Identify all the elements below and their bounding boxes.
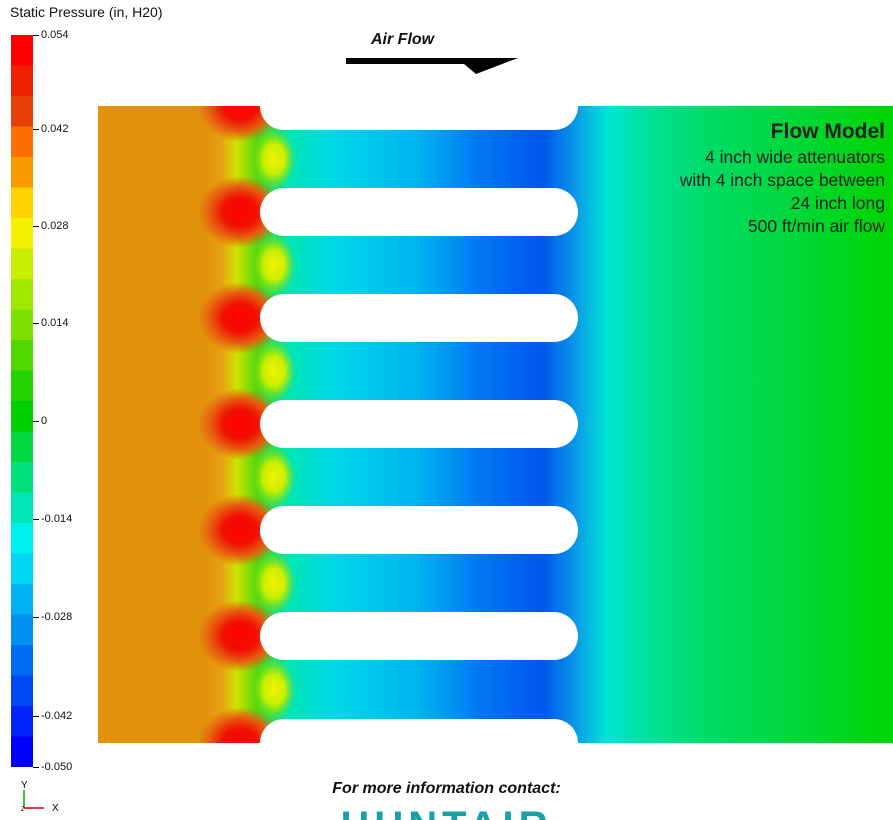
- info-title: Flow Model: [770, 120, 885, 143]
- company-name: HUNTAIR: [0, 806, 893, 820]
- colorbar-tick: [33, 617, 39, 618]
- colorbar-tick: [33, 716, 39, 717]
- colorbar-swatch: [11, 706, 33, 738]
- info-line: with 4 inch space between: [679, 170, 885, 190]
- attenuator-baffle: [260, 612, 578, 660]
- colorbar-swatch: [11, 645, 33, 677]
- colorbar-tick: [33, 323, 39, 324]
- colorbar-swatch: [11, 462, 33, 494]
- colorbar-swatch: [11, 218, 33, 250]
- info-line: 24 inch long: [790, 193, 885, 213]
- stagnation-zone: [198, 707, 282, 743]
- airflow-label: Air Flow: [371, 31, 435, 48]
- acceleration-zone: [252, 447, 296, 507]
- colorbar-swatch: [11, 584, 33, 616]
- stagnation-zone: [198, 494, 282, 566]
- colorbar-tick-label: -0.014: [41, 513, 73, 525]
- colorbar-swatch: [11, 675, 33, 707]
- attenuator-baffle: [260, 188, 578, 236]
- colorbar-swatch: [11, 96, 33, 128]
- legend-title: Static Pressure (in, H20): [10, 4, 163, 20]
- colorbar-tick-label: 0.028: [41, 220, 69, 232]
- y-axis-label: Y: [21, 780, 28, 791]
- flow-contour-plot: [98, 106, 893, 743]
- colorbar-swatch: [11, 523, 33, 555]
- attenuator-baffle: [260, 106, 578, 130]
- stagnation-zone: [198, 106, 282, 142]
- colorbar-tick: [33, 226, 39, 227]
- colorbar-swatch: [11, 492, 33, 524]
- colorbar-swatch: [11, 553, 33, 585]
- colorbar-tick-label: 0.042: [41, 123, 69, 135]
- colorbar-swatch: [11, 431, 33, 463]
- colorbar-swatch: [11, 279, 33, 311]
- airflow-arrow-icon: [346, 58, 518, 74]
- colorbar-tick-label: 0.054: [41, 29, 69, 41]
- attenuator-baffle: [260, 719, 578, 743]
- acceleration-zone: [252, 129, 296, 189]
- pressure-colorbar: [11, 35, 33, 767]
- x-axis-label: X: [52, 803, 59, 814]
- colorbar-tick: [33, 35, 39, 36]
- colorbar-tick: [33, 129, 39, 130]
- stagnation-zone: [198, 600, 282, 672]
- stagnation-zone: [198, 388, 282, 460]
- z-axis-label: Z: [21, 807, 25, 813]
- stagnation-zone: [198, 282, 282, 354]
- attenuator-baffle: [260, 294, 578, 342]
- colorbar-tick: [33, 519, 39, 520]
- flow-model-info: Flow Model 4 inch wide attenuators with …: [680, 118, 885, 238]
- info-line: 500 ft/min air flow: [747, 216, 885, 236]
- acceleration-zone: [252, 341, 296, 401]
- colorbar-tick-label: -0.042: [41, 710, 73, 722]
- attenuator-baffle: [260, 400, 578, 448]
- colorbar-swatch: [11, 309, 33, 341]
- colorbar-swatch: [11, 187, 33, 219]
- colorbar-tick-label: 0.014: [41, 317, 69, 329]
- colorbar-tick-label: -0.050: [41, 761, 73, 773]
- contact-text: For more information contact:: [332, 780, 561, 797]
- colorbar-swatch: [11, 340, 33, 372]
- colorbar-swatch: [11, 370, 33, 402]
- colorbar-tick-label: -0.028: [41, 611, 73, 623]
- acceleration-zone: [252, 235, 296, 295]
- colorbar-swatch: [11, 157, 33, 189]
- acceleration-zone: [252, 659, 296, 720]
- info-line: 4 inch wide attenuators: [705, 147, 885, 167]
- attenuator-baffle: [260, 506, 578, 554]
- stagnation-zone: [198, 176, 282, 248]
- colorbar-tick: [33, 767, 39, 768]
- axis-triad-icon: Y Z X: [21, 780, 59, 814]
- colorbar-tick-label: 0: [41, 415, 48, 427]
- colorbar-swatch: [11, 248, 33, 280]
- colorbar-swatch: [11, 614, 33, 646]
- colorbar-swatch: [11, 401, 33, 433]
- colorbar-tick: [33, 421, 39, 422]
- colorbar-swatch: [11, 736, 33, 767]
- colorbar-swatch: [11, 65, 33, 97]
- acceleration-zone: [252, 553, 296, 613]
- colorbar-swatch: [11, 35, 33, 67]
- colorbar-swatch: [11, 126, 33, 158]
